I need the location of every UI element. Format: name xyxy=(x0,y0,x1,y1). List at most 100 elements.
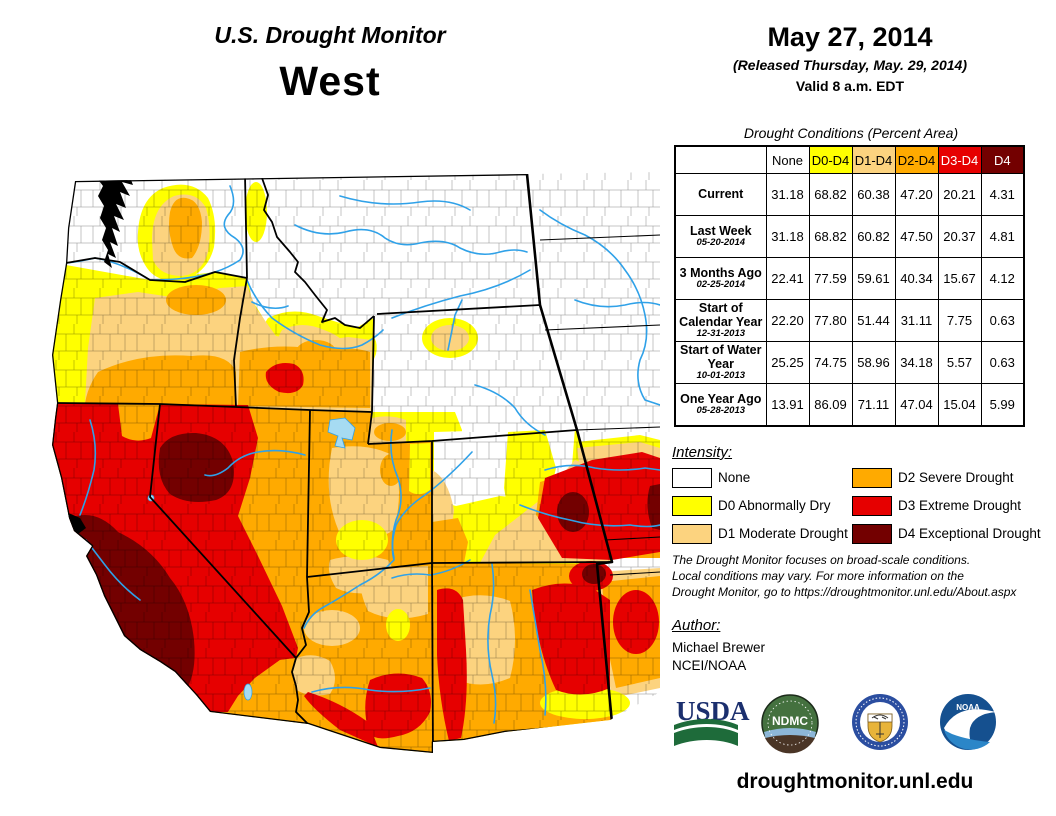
legend-label: D2 Severe Drought xyxy=(898,470,1014,485)
table-row: 3 Months Ago 02-25-2014 22.41 77.59 59.61 40… xyxy=(674,257,1025,300)
author-title: Author: xyxy=(672,617,721,634)
table-row: Start of Water Year 10-01-2013 25.25 74.75… xyxy=(674,341,1025,384)
col-d2-d4: D2-D4 xyxy=(894,145,939,174)
cell: 0.63 xyxy=(980,299,1025,342)
legend-label: D0 Abnormally Dry xyxy=(718,498,831,513)
release-date: (Released Thursday, May. 29, 2014) xyxy=(733,57,967,73)
cell: 31.11 xyxy=(894,299,939,342)
row-label: Start of Water Year xyxy=(680,342,762,372)
cell: 5.99 xyxy=(980,383,1025,427)
table-title: Drought Conditions (Percent Area) xyxy=(743,125,959,141)
cell: 47.04 xyxy=(894,383,939,427)
cell: 40.34 xyxy=(894,257,939,300)
cell: 15.04 xyxy=(937,383,982,427)
cell: 34.18 xyxy=(894,341,939,384)
row-date: 10-01-2013 xyxy=(696,370,746,382)
cell: 4.12 xyxy=(980,257,1025,300)
cell: 47.20 xyxy=(894,173,939,216)
cell: 51.44 xyxy=(851,299,896,342)
svg-text:NOAA: NOAA xyxy=(956,703,980,712)
cell: 22.20 xyxy=(765,299,810,342)
row-label: Current xyxy=(698,187,744,202)
d3-swatch xyxy=(852,496,892,516)
col-d3-d4: D3-D4 xyxy=(937,145,982,174)
table-row: Start of Calendar Year 12-31-2013 22.20 77… xyxy=(674,299,1025,342)
neighbor-state-lines xyxy=(539,234,660,576)
cell: 86.09 xyxy=(808,383,853,427)
row-label: 3 Months Ago xyxy=(679,265,762,280)
cell: 58.96 xyxy=(851,341,896,384)
county-lines xyxy=(52,172,660,753)
disclaimer: The Drought Monitor focuses on broad-sca… xyxy=(672,553,1042,600)
valid-time: Valid 8 a.m. EDT xyxy=(795,78,905,94)
region-title: West xyxy=(279,58,381,104)
legend-label: D4 Exceptional Drought xyxy=(898,526,1041,541)
disclaimer-line: The Drought Monitor focuses on broad-sca… xyxy=(672,553,971,567)
row-date: 02-25-2014 xyxy=(696,279,746,291)
disclaimer-line: Local conditions may vary. For more info… xyxy=(672,568,964,583)
salton-sea xyxy=(243,683,253,701)
cell: 31.18 xyxy=(765,215,810,258)
cell: 20.21 xyxy=(937,173,982,216)
puget-sound xyxy=(97,172,140,268)
table-row: Current 31.18 68.82 60.38 47.20 20.21 4.31 xyxy=(674,173,1025,216)
none-swatch xyxy=(672,468,712,488)
col-d0-d4: D0-D4 xyxy=(808,145,853,174)
legend-label: D1 Moderate Drought xyxy=(718,526,848,541)
cell: 25.25 xyxy=(765,341,810,384)
map-date: May 27, 2014 xyxy=(767,22,933,52)
cell: 77.59 xyxy=(808,257,853,300)
drought-map xyxy=(52,172,660,753)
cell: 59.61 xyxy=(851,257,896,300)
ndmc-logo: NDMC xyxy=(761,694,819,754)
great-salt-lake xyxy=(327,417,356,449)
col-d1-d4: D1-D4 xyxy=(851,145,896,174)
doc-seal xyxy=(852,694,908,750)
row-date: 05-28-2013 xyxy=(696,405,746,417)
cell: 74.75 xyxy=(808,341,853,384)
col-none: None xyxy=(765,145,810,174)
cell: 7.75 xyxy=(937,299,982,342)
cell: 77.80 xyxy=(808,299,853,342)
svg-text:NDMC: NDMC xyxy=(772,714,808,728)
conditions-table: None D0-D4 D1-D4 D2-D4 D3-D4 D4 Current … xyxy=(674,145,1025,427)
col-d4: D4 xyxy=(980,145,1025,174)
cell: 31.18 xyxy=(765,173,810,216)
cell: 71.11 xyxy=(851,383,896,427)
agency-logos: USDA NDMC NOAA xyxy=(673,694,996,754)
cell: 47.50 xyxy=(894,215,939,258)
legend-label: None xyxy=(718,470,751,485)
row-date: 12-31-2013 xyxy=(696,328,746,340)
cell: 13.91 xyxy=(765,383,810,427)
author-name: Michael Brewer xyxy=(672,640,766,655)
region-outline xyxy=(52,172,614,753)
cell: 60.82 xyxy=(851,215,896,258)
author-org: NCEI/NOAA xyxy=(672,658,747,673)
cell: 60.38 xyxy=(851,173,896,216)
usda-logo: USDA xyxy=(673,696,750,746)
d1-swatch xyxy=(672,524,712,544)
row-label: One Year Ago xyxy=(680,391,762,406)
page-title: U.S. Drought Monitor xyxy=(214,22,446,48)
cell: 22.41 xyxy=(765,257,810,300)
cell: 4.81 xyxy=(980,215,1025,258)
disclaimer-line: Drought Monitor, go to https://droughtmo… xyxy=(672,584,1017,599)
legend-title: Intensity: xyxy=(672,444,733,461)
row-date: 05-20-2014 xyxy=(696,237,746,249)
table-row: One Year Ago 05-28-2013 13.91 86.09 71.11 47… xyxy=(674,383,1025,427)
footer-url: droughtmonitor.unl.edu xyxy=(736,770,974,793)
cell: 15.67 xyxy=(937,257,982,300)
table-row: Last Week 05-20-2014 31.18 68.82 60.82 47.50… xyxy=(674,215,1025,258)
cell: 68.82 xyxy=(808,173,853,216)
d4-swatch xyxy=(852,524,892,544)
noaa-logo: NOAA xyxy=(940,694,996,750)
cell: 0.63 xyxy=(980,341,1025,384)
d2-swatch xyxy=(852,468,892,488)
legend-label: D3 Extreme Drought xyxy=(898,498,1022,513)
row-label: Start of Calendar Year xyxy=(679,300,763,330)
cell: 5.57 xyxy=(937,341,982,384)
d0-swatch xyxy=(672,496,712,516)
table-header-row: None D0-D4 D1-D4 D2-D4 D3-D4 D4 xyxy=(674,145,1025,174)
cell: 4.31 xyxy=(980,173,1025,216)
